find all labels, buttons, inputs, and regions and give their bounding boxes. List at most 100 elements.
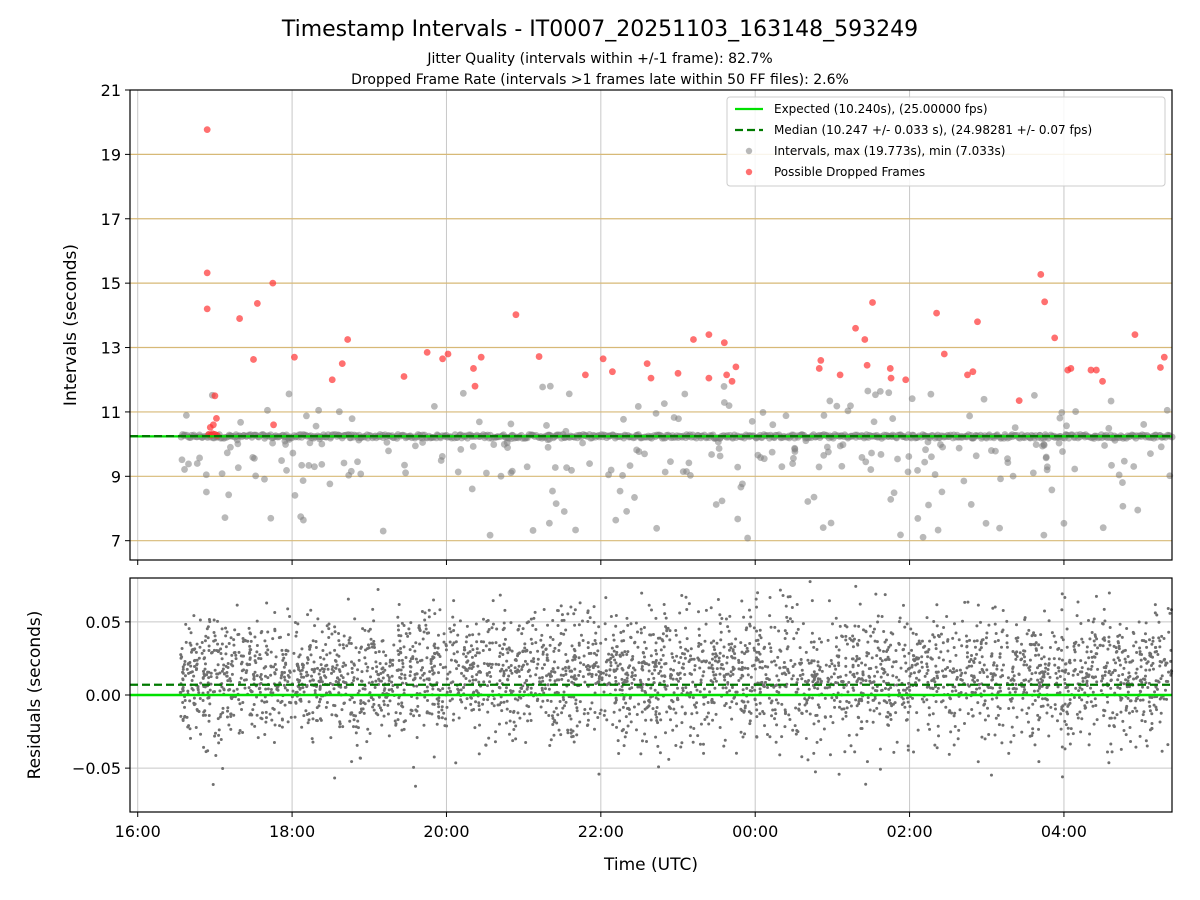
- residual-point: [1046, 672, 1050, 676]
- residual-point: [755, 629, 759, 633]
- residual-point: [549, 699, 553, 703]
- residual-point: [774, 740, 778, 744]
- interval-point: [291, 491, 299, 499]
- residual-point: [534, 673, 538, 677]
- residual-point: [324, 642, 328, 646]
- residual-point: [351, 679, 355, 683]
- residual-point: [334, 666, 338, 670]
- residual-point: [440, 705, 444, 709]
- residual-point: [400, 704, 404, 708]
- residual-point: [957, 728, 961, 732]
- residual-point: [873, 674, 877, 678]
- residual-point: [682, 652, 686, 656]
- residual-point: [415, 684, 419, 688]
- residual-point: [289, 715, 293, 719]
- residual-point: [887, 687, 891, 691]
- residual-point: [198, 696, 202, 700]
- residual-point: [734, 690, 738, 694]
- residual-point: [1135, 675, 1139, 679]
- residual-point: [699, 722, 703, 726]
- residual-point: [354, 646, 358, 650]
- residual-point: [224, 626, 228, 630]
- residual-point: [922, 700, 926, 704]
- residual-point: [549, 635, 553, 639]
- residual-point: [721, 686, 725, 690]
- residual-point: [348, 698, 352, 702]
- residual-point: [293, 620, 297, 624]
- residual-point: [872, 709, 876, 713]
- residual-point: [1040, 646, 1044, 650]
- residual-point: [775, 683, 779, 687]
- residual-point: [558, 699, 562, 703]
- residual-point: [927, 647, 931, 651]
- residual-point: [255, 713, 259, 717]
- residual-point: [511, 689, 515, 693]
- residual-point: [1077, 643, 1081, 647]
- residual-point: [564, 700, 568, 704]
- residual-point: [656, 697, 660, 701]
- residual-point: [195, 667, 199, 671]
- residual-point: [978, 648, 982, 652]
- residual-point: [1141, 698, 1145, 702]
- residual-point: [764, 673, 768, 677]
- residual-point: [229, 712, 233, 716]
- residual-point: [451, 615, 455, 619]
- residual-point: [1092, 722, 1096, 726]
- residual-point: [277, 636, 281, 640]
- residual-point: [922, 645, 926, 649]
- residual-point: [1033, 698, 1037, 702]
- residual-point: [1065, 627, 1069, 631]
- residual-point: [1117, 647, 1121, 651]
- residual-point: [595, 653, 599, 657]
- residual-point: [360, 679, 364, 683]
- residual-point: [894, 711, 898, 715]
- residual-point: [432, 598, 436, 602]
- residual-point: [985, 675, 989, 679]
- residual-point: [768, 735, 772, 739]
- residual-point: [602, 690, 606, 694]
- residual-point: [920, 655, 924, 659]
- residual-point: [487, 628, 491, 632]
- residual-point: [414, 784, 418, 788]
- residual-point: [332, 687, 336, 691]
- residual-point: [1143, 632, 1147, 636]
- residual-point: [982, 689, 986, 693]
- residual-point: [695, 688, 699, 692]
- residual-point: [316, 617, 320, 621]
- top-y-tick-label: 21: [101, 81, 121, 100]
- residual-point: [798, 673, 802, 677]
- residual-point: [1086, 619, 1090, 623]
- residual-point: [1102, 607, 1106, 611]
- residual-point: [291, 689, 295, 693]
- residual-point: [209, 675, 213, 679]
- residual-point: [688, 695, 692, 699]
- residual-point: [969, 658, 973, 662]
- residual-point: [611, 723, 615, 727]
- residual-point: [1094, 704, 1098, 708]
- residual-point: [502, 669, 506, 673]
- residual-point: [836, 675, 840, 679]
- residual-point: [501, 652, 505, 656]
- residual-point: [869, 634, 873, 638]
- residual-point: [317, 679, 321, 683]
- residual-point: [674, 711, 678, 715]
- residual-point: [220, 642, 224, 646]
- residual-point: [573, 649, 577, 653]
- residual-point: [630, 686, 634, 690]
- residual-point: [1159, 677, 1163, 681]
- residual-point: [616, 739, 620, 743]
- residual-point: [252, 702, 256, 706]
- residual-point: [624, 715, 628, 719]
- interval-point: [250, 454, 258, 462]
- residual-point: [628, 696, 632, 700]
- residual-point: [342, 661, 346, 665]
- residual-point: [712, 639, 716, 643]
- residual-point: [448, 670, 452, 674]
- residual-point: [698, 742, 702, 746]
- interval-point: [340, 459, 348, 467]
- residual-point: [658, 636, 662, 640]
- residual-point: [582, 654, 586, 658]
- residual-point: [486, 630, 490, 634]
- residual-point: [596, 715, 600, 719]
- residual-point: [1084, 675, 1088, 679]
